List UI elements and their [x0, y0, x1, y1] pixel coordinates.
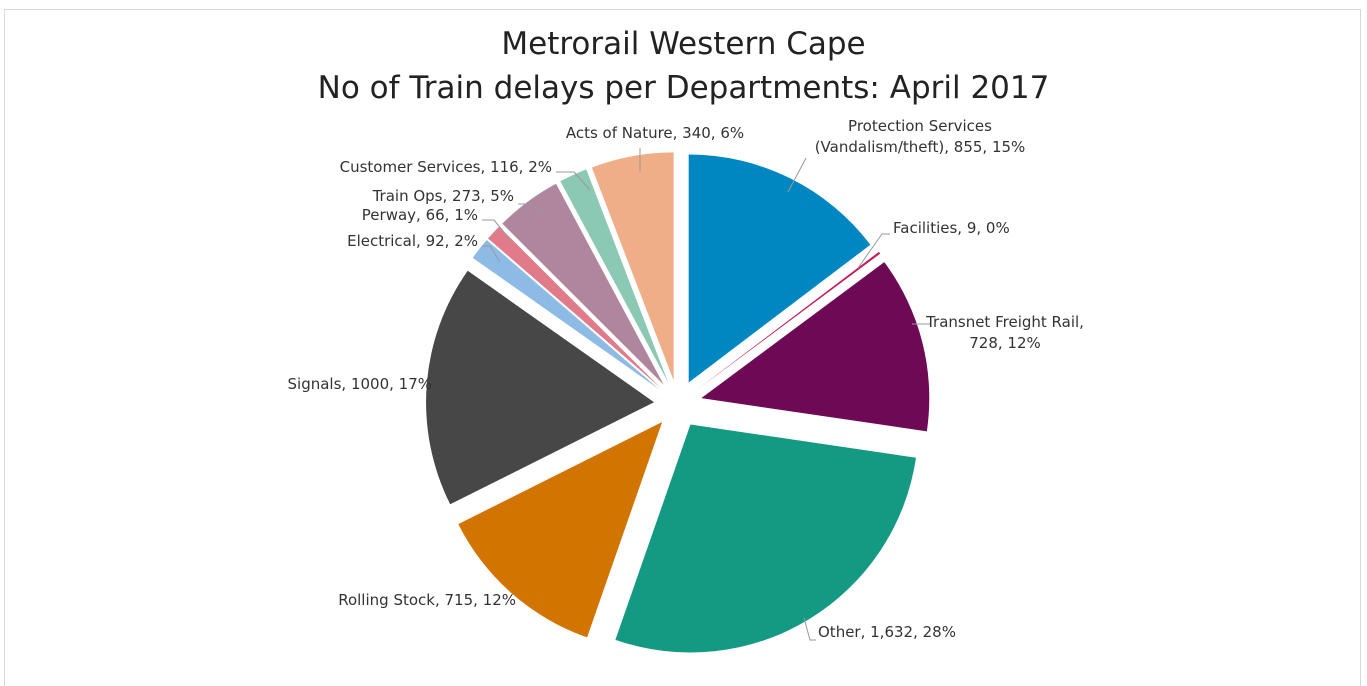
- data-label: Train Ops, 273, 5%: [372, 187, 514, 205]
- data-label: Customer Services, 116, 2%: [339, 158, 552, 176]
- pie-slice: [591, 152, 674, 381]
- data-label: Protection Services (Vandalism/theft), 8…: [814, 117, 1026, 156]
- chart-title: Metrorail Western Cape: [501, 26, 866, 62]
- data-label: Perway, 66, 1%: [361, 206, 478, 224]
- pie-slice: [688, 154, 871, 383]
- data-label: Electrical, 92, 2%: [347, 232, 478, 250]
- pie-slice: [458, 422, 663, 638]
- leader-lines: [482, 148, 930, 641]
- pie-slice: [472, 240, 660, 390]
- data-label: Other, 1,632, 28%: [818, 623, 956, 641]
- leader-line: [556, 171, 591, 191]
- pie-slice: [426, 270, 655, 505]
- pie-slice: [615, 424, 917, 653]
- pie-slice: [697, 251, 881, 390]
- chart-subtitle: No of Train delays per Departments: Apri…: [317, 70, 1050, 106]
- leader-line: [518, 203, 546, 215]
- pie-slice: [488, 226, 661, 388]
- leader-line: [857, 233, 890, 269]
- pie-slice: [701, 262, 930, 432]
- pie-slice: [502, 183, 664, 385]
- chart-frame: [4, 9, 1361, 686]
- data-label: Facilities, 9, 0%: [893, 219, 1010, 237]
- data-label: Acts of Nature, 340, 6%: [565, 124, 745, 142]
- data-label: Rolling Stock, 715, 12%: [338, 591, 516, 609]
- leader-line: [482, 245, 501, 263]
- leader-line: [803, 617, 816, 641]
- data-label: Signals, 1000, 17%: [287, 375, 432, 393]
- leader-line: [787, 157, 807, 193]
- pie-slice: [560, 169, 669, 383]
- leader-line: [482, 219, 513, 243]
- data-label: Transnet Freight Rail, 728, 12%: [926, 313, 1084, 352]
